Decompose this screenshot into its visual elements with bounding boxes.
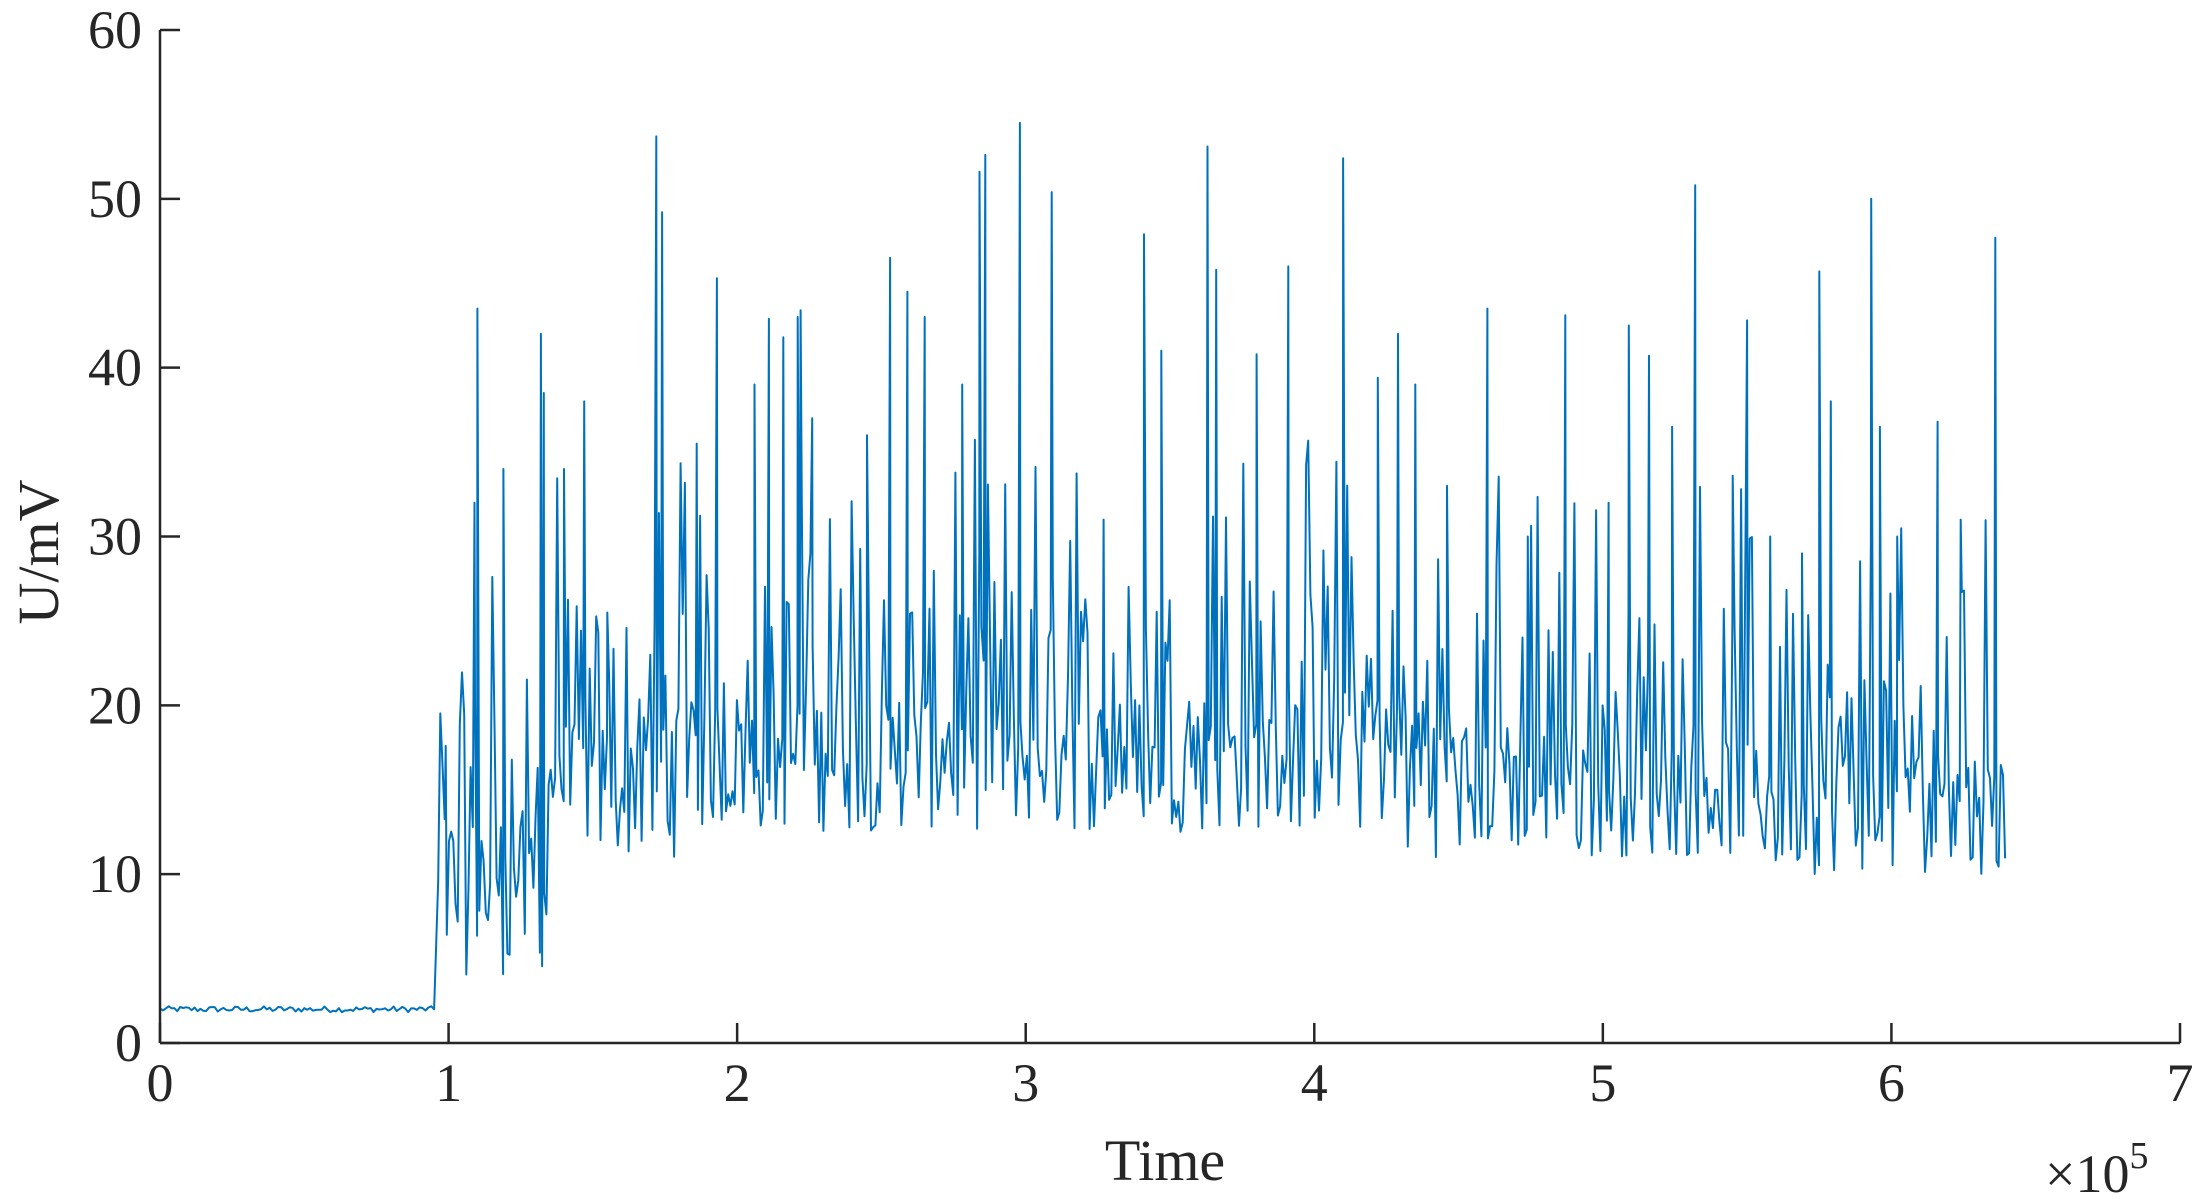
y-tick-label: 20 <box>88 675 142 735</box>
y-axis-title: U/mV <box>6 479 71 624</box>
x-tick-label: 3 <box>1012 1053 1039 1113</box>
x-tick-label: 7 <box>2167 1053 2194 1113</box>
x-axis-exponent-label: ×105 <box>2045 1135 2148 1195</box>
axes: 0 1 2 3 4 5 6 7 0 10 20 30 40 50 60 <box>88 0 2194 1113</box>
x-tick-label: 5 <box>1589 1053 1616 1113</box>
x-tick-label: 4 <box>1301 1053 1328 1113</box>
x-tick-label: 0 <box>147 1053 174 1113</box>
x-tick-label: 2 <box>724 1053 751 1113</box>
y-tick-label: 60 <box>88 0 142 60</box>
x-axis-title: Time <box>1105 1128 1225 1193</box>
x-exponent-power: 5 <box>2129 1135 2148 1177</box>
y-tick-label: 30 <box>88 507 142 567</box>
y-tick-label: 0 <box>115 1013 142 1073</box>
plot-area <box>159 121 2007 1014</box>
signal-line <box>159 121 2007 1014</box>
y-ticks: 0 10 20 30 40 50 60 <box>88 0 180 1073</box>
y-tick-label: 10 <box>88 844 142 904</box>
x-tick-label: 6 <box>1878 1053 1905 1113</box>
x-tick-label: 1 <box>435 1053 462 1113</box>
y-tick-label: 40 <box>88 338 142 398</box>
y-tick-label: 50 <box>88 169 142 229</box>
x-exponent-base: ×10 <box>2045 1144 2129 1195</box>
x-ticks: 0 1 2 3 4 5 6 7 <box>147 1023 2194 1113</box>
